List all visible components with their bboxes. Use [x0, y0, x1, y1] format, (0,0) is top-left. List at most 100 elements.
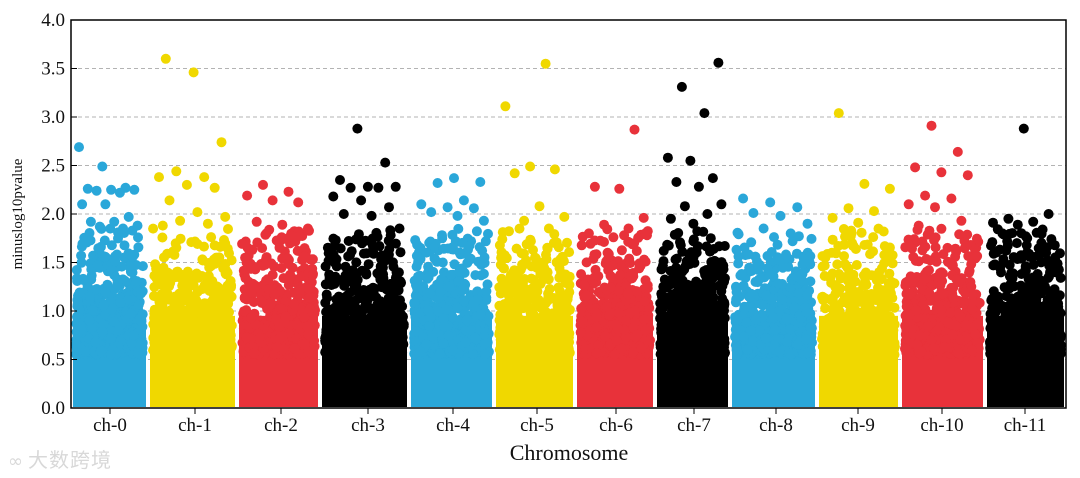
peak-point	[188, 67, 199, 78]
data-point	[576, 303, 587, 314]
peak-point	[209, 182, 220, 193]
data-point	[605, 270, 616, 281]
data-point	[591, 348, 602, 358]
data-point	[303, 283, 314, 294]
peak-point	[77, 199, 88, 210]
series-ch-0	[71, 142, 148, 407]
data-point	[692, 341, 703, 352]
data-point	[352, 274, 363, 285]
data-point	[375, 261, 386, 272]
data-point	[387, 257, 398, 268]
data-point	[321, 307, 332, 317]
data-point	[333, 311, 344, 322]
data-point	[106, 304, 117, 315]
data-point	[164, 294, 175, 305]
peak-point	[390, 181, 401, 192]
data-point	[383, 235, 394, 246]
data-point	[581, 290, 592, 301]
peak-point	[302, 223, 313, 234]
peak-point	[716, 199, 727, 210]
data-point	[226, 320, 237, 331]
data-point	[433, 306, 444, 317]
data-point	[669, 229, 680, 240]
data-point	[699, 294, 710, 305]
data-point	[113, 325, 124, 336]
data-point	[605, 282, 616, 293]
data-point	[320, 297, 331, 308]
data-point	[303, 329, 314, 340]
data-point	[264, 284, 274, 295]
data-point	[443, 330, 454, 341]
peak-point	[154, 172, 164, 183]
data-point	[307, 254, 318, 265]
data-point	[207, 298, 218, 308]
data-point	[168, 336, 179, 347]
data-point	[662, 239, 673, 250]
data-point	[183, 267, 194, 278]
peak-point	[171, 166, 182, 177]
data-point	[482, 279, 493, 290]
peak-point	[707, 173, 718, 184]
data-point	[656, 264, 667, 275]
peak-point	[199, 172, 210, 183]
data-point	[368, 245, 378, 255]
peak-point	[261, 228, 272, 239]
data-point	[209, 240, 220, 251]
data-point	[742, 344, 753, 355]
peak-point	[775, 210, 786, 221]
data-point	[246, 313, 256, 324]
data-point	[382, 297, 393, 308]
data-point	[500, 279, 511, 290]
data-point	[546, 346, 557, 357]
peak-point	[589, 181, 600, 192]
data-point	[239, 306, 249, 317]
data-point	[496, 340, 506, 351]
peak-point	[432, 178, 443, 188]
data-point	[542, 267, 553, 278]
data-point	[576, 269, 587, 280]
data-point	[657, 296, 668, 307]
data-point	[292, 245, 303, 256]
data-point	[302, 321, 313, 332]
data-point	[458, 295, 469, 306]
peak-point	[509, 168, 520, 179]
data-point	[72, 273, 82, 284]
data-point	[701, 347, 712, 358]
data-point	[471, 226, 482, 237]
data-point	[769, 232, 779, 243]
data-point	[671, 253, 682, 264]
data-point	[439, 321, 450, 332]
data-point	[276, 303, 287, 314]
data-point	[376, 254, 387, 264]
data-point	[684, 259, 695, 269]
data-point	[84, 315, 95, 326]
data-point	[732, 314, 743, 325]
data-point	[411, 274, 422, 285]
data-point	[446, 269, 456, 280]
data-point	[751, 314, 761, 325]
data-point	[176, 324, 187, 335]
peak-point	[384, 202, 394, 213]
data-point	[162, 311, 173, 322]
data-point	[787, 236, 798, 247]
data-point	[609, 349, 620, 360]
data-point	[438, 338, 449, 349]
data-point	[514, 223, 525, 234]
data-point	[119, 240, 130, 251]
data-point	[511, 337, 522, 348]
data-point	[774, 346, 785, 357]
data-point	[564, 287, 575, 298]
data-point	[262, 274, 273, 285]
data-point	[410, 235, 421, 246]
data-point	[677, 246, 688, 257]
data-point	[415, 308, 426, 319]
data-point	[665, 275, 676, 286]
peak-point	[338, 209, 349, 219]
data-point	[110, 256, 121, 267]
data-point	[304, 292, 315, 303]
data-point	[504, 226, 514, 237]
data-point	[330, 302, 341, 313]
data-point	[218, 263, 229, 274]
data-point	[718, 272, 728, 282]
data-point	[171, 242, 182, 253]
